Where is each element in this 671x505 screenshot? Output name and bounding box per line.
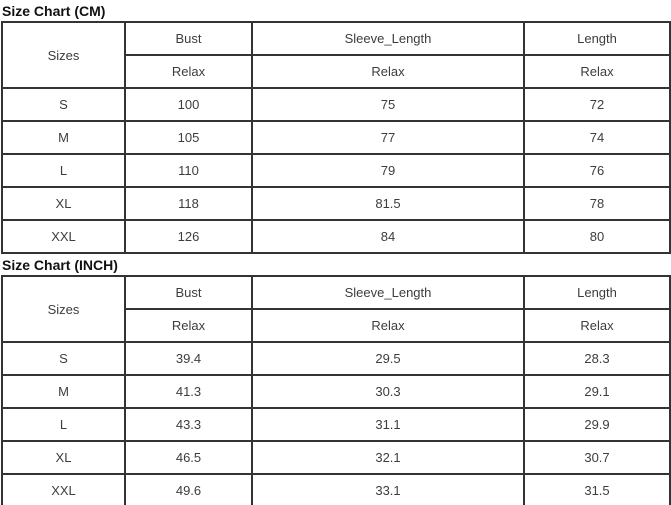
bust-value-cell: 46.5 bbox=[124, 440, 253, 475]
bust-value-cell: 105 bbox=[124, 120, 253, 155]
subheader-cell-relax-length: Relax bbox=[523, 308, 671, 343]
header-cell-length: Length bbox=[523, 275, 671, 310]
header-row: Sizes Bust Sleeve_Length Length bbox=[1, 275, 671, 343]
length-value-cell: 30.7 bbox=[523, 440, 671, 475]
header-cell-bust: Bust bbox=[124, 21, 253, 56]
length-value-cell: 29.9 bbox=[523, 407, 671, 442]
header-cell-sleeve-length: Sleeve_Length bbox=[251, 21, 525, 56]
sleeve-value-cell: 79 bbox=[251, 153, 525, 188]
header-cell-sleeve-length: Sleeve_Length bbox=[251, 275, 525, 310]
size-cell: L bbox=[1, 153, 126, 188]
size-cell: M bbox=[1, 120, 126, 155]
header-cell-length: Length bbox=[523, 21, 671, 56]
subheader-row: Relax Relax Relax bbox=[2, 308, 671, 343]
table-row-m: M 41.3 30.3 29.1 bbox=[1, 374, 671, 409]
subheader-cell-relax-sleeve: Relax bbox=[251, 308, 525, 343]
size-cell: L bbox=[1, 407, 126, 442]
bust-value-cell: 49.6 bbox=[124, 473, 253, 505]
length-value-cell: 80 bbox=[523, 219, 671, 254]
length-value-cell: 72 bbox=[523, 87, 671, 122]
size-chart-inch-section: Size Chart (INCH) Sizes Bust Sleeve_Leng… bbox=[0, 254, 671, 505]
size-cell: M bbox=[1, 374, 126, 409]
length-value-cell: 28.3 bbox=[523, 341, 671, 376]
sleeve-value-cell: 84 bbox=[251, 219, 525, 254]
size-cell: XL bbox=[1, 440, 126, 475]
size-chart-cm-section: Size Chart (CM) Sizes Bust Sleeve_Length… bbox=[1, 3, 671, 254]
bust-value-cell: 41.3 bbox=[124, 374, 253, 409]
subheader-cell-relax-bust: Relax bbox=[124, 54, 253, 89]
table-row-l: L 43.3 31.1 29.9 bbox=[1, 407, 671, 442]
header-cell-sizes: Sizes bbox=[1, 275, 126, 343]
sleeve-value-cell: 31.1 bbox=[251, 407, 525, 442]
size-chart-inch-title: Size Chart (INCH) bbox=[2, 257, 118, 273]
size-cell: XXL bbox=[1, 473, 126, 505]
subheader-cell-relax-sleeve: Relax bbox=[251, 54, 525, 89]
length-value-cell: 78 bbox=[523, 186, 671, 221]
table-row-m: M 105 77 74 bbox=[1, 120, 671, 155]
subheader-cell-relax-bust: Relax bbox=[124, 308, 253, 343]
size-cell: S bbox=[1, 341, 126, 376]
sleeve-value-cell: 29.5 bbox=[251, 341, 525, 376]
bust-value-cell: 39.4 bbox=[124, 341, 253, 376]
bust-value-cell: 43.3 bbox=[124, 407, 253, 442]
table-row-xl: XL 46.5 32.1 30.7 bbox=[1, 440, 671, 475]
table-row-l: L 110 79 76 bbox=[1, 153, 671, 188]
length-value-cell: 76 bbox=[523, 153, 671, 188]
size-cell: XXL bbox=[1, 219, 126, 254]
size-cell: S bbox=[1, 87, 126, 122]
bust-value-cell: 110 bbox=[124, 153, 253, 188]
sleeve-value-cell: 81.5 bbox=[251, 186, 525, 221]
subheader-cell-relax-length: Relax bbox=[523, 54, 671, 89]
header-cell-sizes: Sizes bbox=[1, 21, 126, 89]
length-value-cell: 31.5 bbox=[523, 473, 671, 505]
bust-value-cell: 118 bbox=[124, 186, 253, 221]
header-row: Sizes Bust Sleeve_Length Length bbox=[1, 21, 671, 89]
sleeve-value-cell: 30.3 bbox=[251, 374, 525, 409]
sleeve-value-cell: 75 bbox=[251, 87, 525, 122]
table-row-s: S 39.4 29.5 28.3 bbox=[1, 341, 671, 376]
sleeve-value-cell: 32.1 bbox=[251, 440, 525, 475]
length-value-cell: 74 bbox=[523, 120, 671, 155]
table-row-xxl: XXL 49.6 33.1 31.5 bbox=[1, 473, 671, 505]
sleeve-value-cell: 77 bbox=[251, 120, 525, 155]
size-chart-inch-table: Sizes Bust Sleeve_Length Length Relax Re… bbox=[1, 275, 671, 505]
size-cell: XL bbox=[1, 186, 126, 221]
sleeve-value-cell: 33.1 bbox=[251, 473, 525, 505]
size-chart-cm-table: Sizes Bust Sleeve_Length Length Relax Re… bbox=[1, 21, 671, 254]
bust-value-cell: 126 bbox=[124, 219, 253, 254]
size-chart-cm-title: Size Chart (CM) bbox=[2, 3, 106, 19]
table-row-xl: XL 118 81.5 78 bbox=[1, 186, 671, 221]
table-row-xxl: XXL 126 84 80 bbox=[1, 219, 671, 254]
subheader-row: Relax Relax Relax bbox=[2, 54, 671, 89]
bust-value-cell: 100 bbox=[124, 87, 253, 122]
table-row-s: S 100 75 72 bbox=[1, 87, 671, 122]
header-cell-bust: Bust bbox=[124, 275, 253, 310]
length-value-cell: 29.1 bbox=[523, 374, 671, 409]
